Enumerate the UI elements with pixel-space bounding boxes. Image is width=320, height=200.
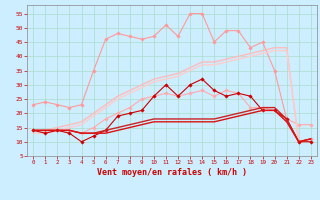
- X-axis label: Vent moyen/en rafales ( km/h ): Vent moyen/en rafales ( km/h ): [97, 168, 247, 177]
